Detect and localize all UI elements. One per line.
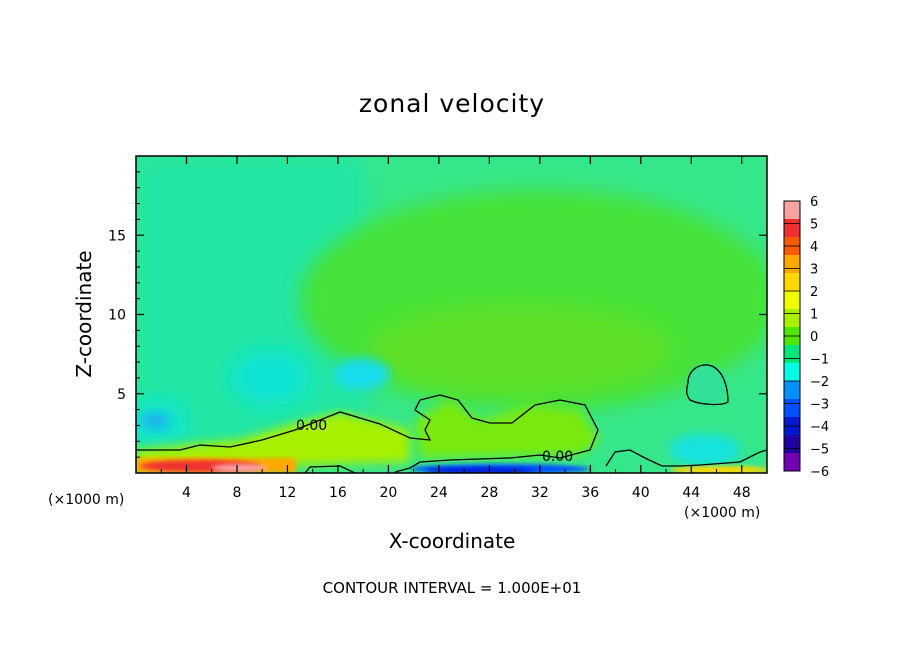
contour-zero-low-left	[136, 394, 599, 473]
x-tick-label: 32	[531, 485, 549, 501]
field-core-positive	[370, 305, 670, 395]
colorbar-swatch	[784, 453, 800, 472]
x-unit-label-right: (×1000 m)	[684, 505, 760, 521]
y-ticks: 5 10 15	[108, 171, 767, 458]
x-tick-label: 48	[733, 485, 751, 501]
contour-label-right: 0.00	[542, 449, 573, 465]
x-tick-label: 12	[279, 485, 297, 501]
x-ticks: 4 8 12 16 20 24 28 32 36 40 44 48	[160, 156, 751, 501]
x-axis-label: X-coordinate	[389, 529, 516, 553]
colorbar-tick-label: 4	[810, 240, 818, 255]
field-deep-blue-surface-flow	[425, 468, 535, 473]
x-tick-label: 36	[581, 485, 599, 501]
colorbar-tick-label: 1	[810, 308, 818, 323]
x-tick-label: 8	[232, 485, 241, 501]
contour-interval-text: CONTOUR INTERVAL = 1.000E+01	[323, 579, 582, 597]
colorbar-tick-label: −4	[810, 420, 829, 435]
colorbar-swatch	[784, 381, 800, 400]
colorbar-tick-label: −6	[810, 465, 829, 480]
contour-zero-vortex	[686, 364, 729, 406]
y-tick-label: 15	[108, 228, 126, 244]
colorbar-tick-label: −1	[810, 353, 829, 368]
x-tick-label: 4	[182, 485, 191, 501]
x-tick-label: 24	[430, 485, 448, 501]
field-negative-vortex	[687, 364, 727, 404]
colorbar-swatch	[784, 273, 800, 292]
x-tick-label: 20	[379, 485, 397, 501]
field-cyan-right-pocket	[669, 434, 741, 466]
colorbar-swatch	[784, 291, 800, 310]
colorbar-tick-label: −3	[810, 398, 829, 413]
colorbar-swatch	[784, 399, 800, 418]
heatmap-field	[136, 156, 767, 473]
colorbar-tick-label: −2	[810, 375, 829, 390]
x-tick-label: 16	[329, 485, 347, 501]
x-tick-label: 44	[682, 485, 700, 501]
x-tick-label: 28	[480, 485, 498, 501]
colorbar-swatch	[784, 219, 800, 238]
contour-label-left: 0.00	[296, 418, 327, 434]
zero-contours	[136, 364, 767, 473]
y-tick-label: 5	[117, 387, 126, 403]
colorbar-tick-label: 6	[810, 195, 818, 210]
contour-zero-right-mound	[605, 449, 767, 467]
field-blue-left-pocket	[140, 413, 170, 429]
colorbar: 6 5 4 3 2 1 0 −1 −2 −3 −4 −5 −6	[783, 195, 829, 480]
field-cyan-mid-pocket	[230, 350, 310, 406]
colorbar-tick-label: 5	[810, 218, 818, 233]
x-tick-label: 40	[632, 485, 650, 501]
x-unit-label-left: (×1000 m)	[48, 492, 124, 508]
field-cyan-center-pocket	[334, 358, 390, 390]
field-yellow-right-surface	[670, 466, 767, 473]
colorbar-swatch	[784, 363, 800, 382]
field-red-jet-core	[212, 464, 268, 472]
colorbar-tick-label: 0	[810, 330, 818, 345]
colorbar-swatch	[784, 345, 800, 364]
field-yellow-band	[136, 412, 410, 470]
chart-title: zonal velocity	[359, 89, 545, 118]
colorbar-swatch	[784, 201, 800, 220]
contour-zero-bump	[304, 465, 356, 473]
colorbar-tick-label: −5	[810, 443, 829, 458]
y-tick-label: 10	[108, 308, 126, 324]
colorbar-swatch	[784, 255, 800, 274]
colorbar-tick-label: 3	[810, 263, 818, 278]
y-axis-label: Z-coordinate	[72, 250, 96, 377]
colorbar-tick-label: 2	[810, 285, 818, 300]
colorbar-swatch	[784, 435, 800, 454]
field-green-hump	[415, 400, 600, 458]
colorbar-swatch	[784, 309, 800, 328]
